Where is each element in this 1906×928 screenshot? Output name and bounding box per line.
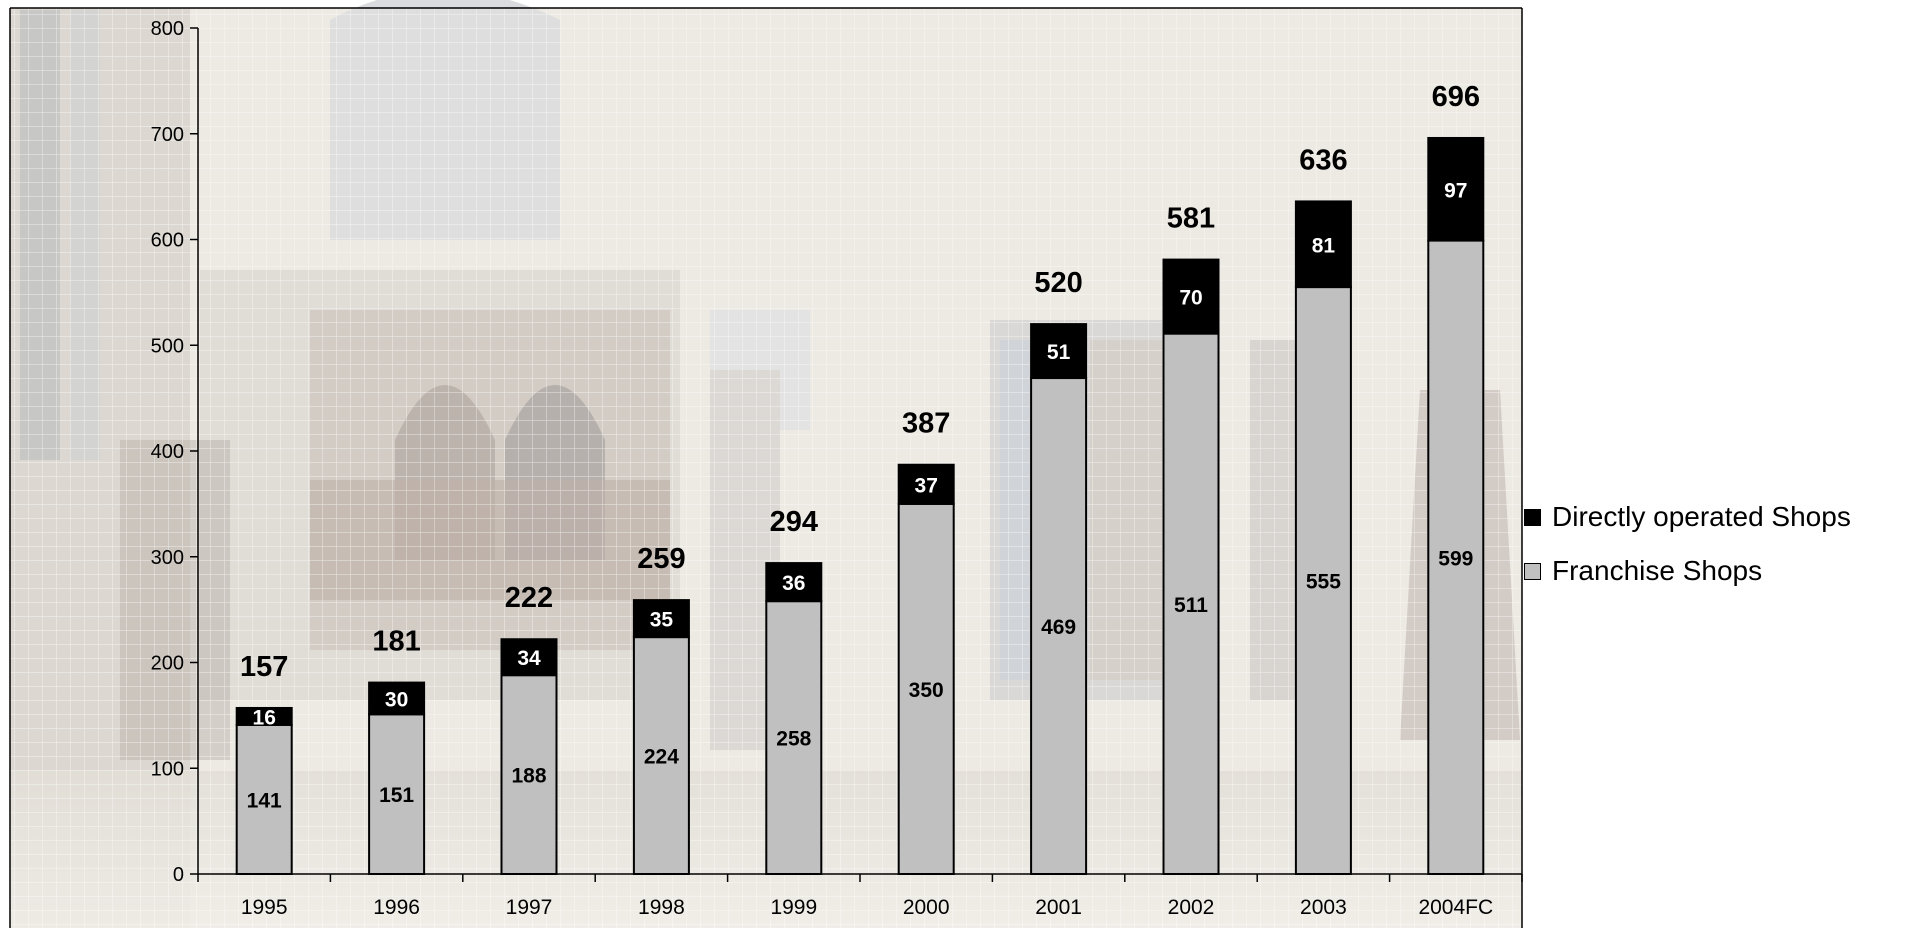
data-label-total: 387 (902, 408, 950, 440)
x-tick-label: 2000 (903, 896, 950, 919)
legend-label-franchise: Franchise Shops (1552, 555, 1763, 586)
data-label-franchise: 258 (776, 728, 811, 751)
x-tick-label: 1996 (373, 896, 420, 919)
y-tick-label: 100 (151, 758, 184, 780)
data-label-total: 294 (770, 506, 818, 538)
data-label-directly-operated: 37 (915, 474, 938, 497)
data-label-total: 222 (505, 582, 553, 614)
bar-directly-operated (1427, 136, 1485, 242)
bar-franchise (897, 502, 955, 875)
background-photo (10, 0, 1522, 928)
data-label-franchise: 141 (247, 789, 282, 812)
data-label-total: 181 (372, 626, 420, 658)
data-label-franchise: 511 (1174, 594, 1208, 617)
bar-directly-operated (1294, 200, 1352, 289)
bar-directly-operated (235, 706, 293, 726)
x-tick-label: 2003 (1300, 896, 1347, 919)
bar-franchise (235, 723, 293, 876)
data-label-total: 636 (1299, 144, 1347, 176)
bar-directly-operated (1030, 323, 1088, 380)
data-label-franchise: 188 (511, 765, 546, 788)
bar-directly-operated (368, 681, 426, 716)
data-label-directly-operated: 16 (253, 706, 276, 729)
x-tick-label: 1998 (638, 896, 685, 919)
legend-item-directly-operated: Directly operated Shops (1524, 490, 1851, 544)
data-label-directly-operated: 36 (782, 572, 805, 595)
y-axis: 0 100 200 300 400 500 600 700 800 (151, 18, 199, 886)
data-label-directly-operated: 34 (517, 647, 541, 670)
bar-franchise (1030, 377, 1088, 875)
x-tick-label: 2004FC (1418, 896, 1493, 919)
bar-directly-operated (1162, 258, 1220, 335)
bars: 141 16 157 151 30 181 188 34 222 224 35 259 258 36 294… (235, 81, 1485, 876)
data-label-directly-operated: 81 (1312, 234, 1336, 257)
y-tick-label: 800 (151, 18, 184, 40)
data-label-total: 696 (1432, 81, 1480, 113)
x-tick-label: 1999 (770, 896, 817, 919)
data-label-directly-operated: 51 (1047, 341, 1071, 364)
bar-franchise (500, 674, 558, 875)
y-tick-label: 400 (151, 441, 184, 463)
x-axis: 1995 1996 1997 1998 1999 2000 2001 2002 2003 2004… (197, 873, 1523, 919)
data-label-total: 259 (637, 543, 685, 575)
data-label-directly-operated: 35 (650, 609, 674, 632)
data-label-total: 157 (240, 651, 288, 683)
legend-swatch-franchise (1524, 562, 1541, 580)
data-label-directly-operated: 70 (1179, 287, 1202, 310)
bar-directly-operated (897, 463, 955, 505)
data-label-directly-operated: 30 (385, 688, 408, 711)
data-label-franchise: 469 (1041, 616, 1076, 639)
bar-franchise (368, 713, 426, 875)
y-tick-label: 300 (151, 547, 184, 569)
data-label-franchise: 555 (1306, 571, 1341, 594)
y-tick-label: 200 (151, 653, 184, 675)
legend-item-franchise: Franchise Shops (1524, 544, 1851, 598)
legend-label-directly-operated: Directly operated Shops (1552, 501, 1851, 532)
data-label-franchise: 350 (909, 679, 944, 702)
y-tick-label: 500 (151, 335, 184, 357)
legend-swatch-directly-operated (1524, 508, 1541, 526)
data-label-franchise: 151 (379, 784, 414, 807)
bar-directly-operated (632, 599, 690, 639)
data-label-franchise: 224 (644, 746, 679, 769)
data-label-franchise: 599 (1438, 547, 1473, 570)
y-tick-label: 600 (151, 230, 184, 252)
x-tick-label: 2002 (1168, 896, 1215, 919)
bar-franchise (632, 636, 690, 875)
y-tick-label: 0 (173, 864, 184, 886)
data-label-directly-operated: 97 (1444, 179, 1467, 202)
bar-directly-operated (500, 638, 558, 677)
data-label-total: 581 (1167, 203, 1215, 235)
x-tick-label: 1995 (241, 896, 288, 919)
x-tick-label: 1997 (506, 896, 553, 919)
y-tick-label: 700 (151, 124, 184, 146)
bar-directly-operated (765, 562, 823, 603)
x-tick-label: 2001 (1035, 896, 1082, 919)
data-label-total: 520 (1034, 267, 1082, 299)
bar-franchise (1294, 286, 1352, 875)
legend: Directly operated Shops Franchise Shops (1524, 490, 1851, 598)
